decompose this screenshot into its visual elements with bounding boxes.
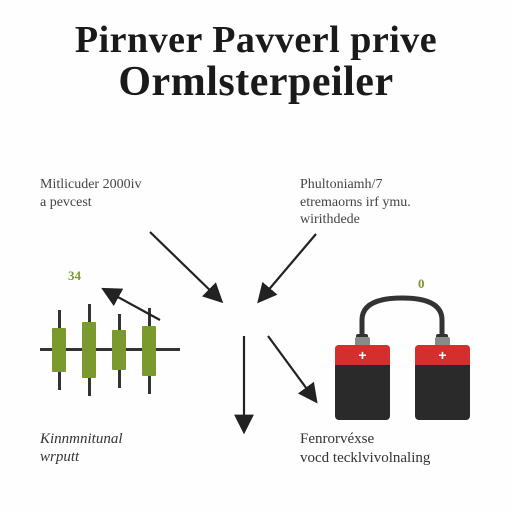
caption-right: Fenrorvéxse vocd tecklvivolnaling [300, 430, 490, 468]
title-block: Pirnver Pavverl prive Ormlsterpeiler [0, 18, 512, 106]
subtext-left-line2: a pevcest [40, 194, 200, 212]
caption-right-line1: Fenrorvéxse [300, 430, 490, 449]
arrow [150, 232, 220, 300]
title-line-1: Pirnver Pavverl prive [0, 18, 512, 62]
candlestick-body [142, 326, 156, 376]
subtext-right: Phultoniamh/7 etremaorns irf ymu. wirith… [300, 176, 490, 229]
candlestick-chart [40, 300, 180, 410]
battery-plus-icon: + [335, 347, 390, 363]
battery-1: + [335, 345, 390, 420]
batteries-graphic: + + [320, 290, 485, 420]
arrow [260, 234, 316, 300]
subtext-right-line1: Phultoniamh/7 [300, 176, 490, 194]
caption-left-line1: Kinnmnitunal [40, 430, 190, 448]
battery-plus-icon: + [415, 347, 470, 363]
battery-2: + [415, 345, 470, 420]
subtext-right-line2: etremaorns irf ymu. [300, 194, 490, 212]
caption-left-line2: wrputt [40, 448, 190, 466]
candlestick-body [52, 328, 66, 372]
candlestick-body [82, 322, 96, 378]
tiny-label-left: 34 [68, 268, 81, 284]
title-line-2: Ormlsterpeiler [0, 58, 512, 106]
subtext-left-line1: Mitlicuder 2000iv [40, 176, 200, 194]
subtext-left: Mitlicuder 2000iv a pevcest [40, 176, 200, 211]
arrow [268, 336, 315, 400]
subtext-right-line3: wirithdede [300, 211, 490, 229]
caption-right-line2: vocd tecklvivolnaling [300, 449, 490, 468]
caption-left: Kinnmnitunal wrputt [40, 430, 190, 466]
candlestick-body [112, 330, 126, 370]
